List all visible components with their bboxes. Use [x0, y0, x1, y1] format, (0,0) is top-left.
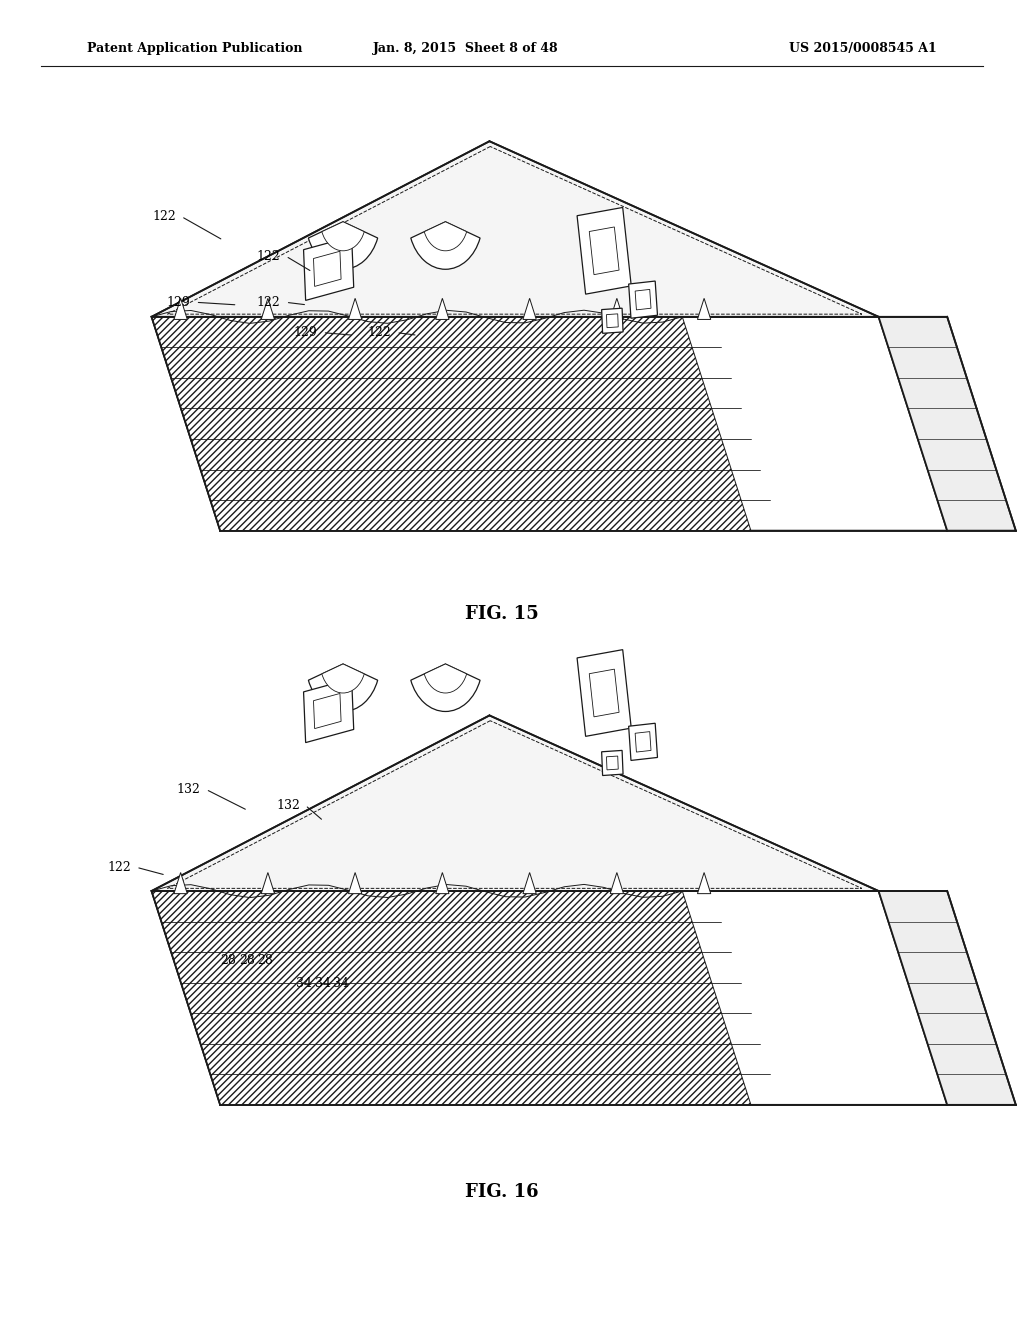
Text: US 2015/0008545 A1: US 2015/0008545 A1	[790, 42, 937, 55]
Text: 122: 122	[257, 296, 281, 309]
Wedge shape	[322, 664, 365, 693]
Polygon shape	[879, 317, 1016, 531]
Text: 132: 132	[276, 799, 300, 812]
Polygon shape	[152, 715, 879, 891]
Text: FIG. 16: FIG. 16	[465, 1183, 539, 1201]
Polygon shape	[602, 750, 623, 776]
Polygon shape	[348, 873, 361, 894]
Polygon shape	[697, 298, 711, 319]
Polygon shape	[697, 873, 711, 894]
Text: 28: 28	[220, 954, 237, 968]
Polygon shape	[435, 873, 449, 894]
Wedge shape	[424, 664, 467, 693]
Text: Patent Application Publication: Patent Application Publication	[87, 42, 302, 55]
Polygon shape	[174, 873, 187, 894]
Text: Jan. 8, 2015  Sheet 8 of 48: Jan. 8, 2015 Sheet 8 of 48	[373, 42, 559, 55]
Polygon shape	[303, 236, 353, 301]
Text: 122: 122	[257, 249, 281, 263]
Text: 34: 34	[314, 977, 331, 990]
Polygon shape	[879, 891, 1016, 1105]
Polygon shape	[629, 723, 657, 760]
Wedge shape	[411, 222, 480, 269]
Polygon shape	[523, 298, 537, 319]
Polygon shape	[261, 298, 274, 319]
Text: 122: 122	[153, 210, 176, 223]
Wedge shape	[322, 222, 365, 251]
Polygon shape	[152, 141, 879, 317]
Polygon shape	[602, 308, 623, 334]
Text: 132: 132	[177, 783, 201, 796]
Polygon shape	[435, 298, 449, 319]
Polygon shape	[578, 649, 631, 737]
Text: 129: 129	[167, 296, 190, 309]
Polygon shape	[303, 678, 353, 743]
Wedge shape	[308, 664, 378, 711]
Polygon shape	[152, 317, 751, 531]
Text: 122: 122	[368, 326, 391, 339]
Polygon shape	[152, 317, 947, 531]
Text: FIG. 15: FIG. 15	[465, 605, 539, 623]
Wedge shape	[411, 664, 480, 711]
Polygon shape	[152, 891, 751, 1105]
Polygon shape	[174, 298, 187, 319]
Text: 28: 28	[257, 954, 273, 968]
Polygon shape	[152, 891, 947, 1105]
Polygon shape	[578, 207, 631, 294]
Text: 122: 122	[108, 861, 131, 874]
Wedge shape	[308, 222, 378, 269]
Text: 129: 129	[294, 326, 317, 339]
Text: 34: 34	[333, 977, 349, 990]
Polygon shape	[261, 873, 274, 894]
Polygon shape	[523, 873, 537, 894]
Polygon shape	[610, 298, 624, 319]
Polygon shape	[629, 281, 657, 318]
Polygon shape	[610, 873, 624, 894]
Wedge shape	[424, 222, 467, 251]
Text: 28: 28	[239, 954, 255, 968]
Polygon shape	[348, 298, 361, 319]
Text: 34: 34	[296, 977, 312, 990]
